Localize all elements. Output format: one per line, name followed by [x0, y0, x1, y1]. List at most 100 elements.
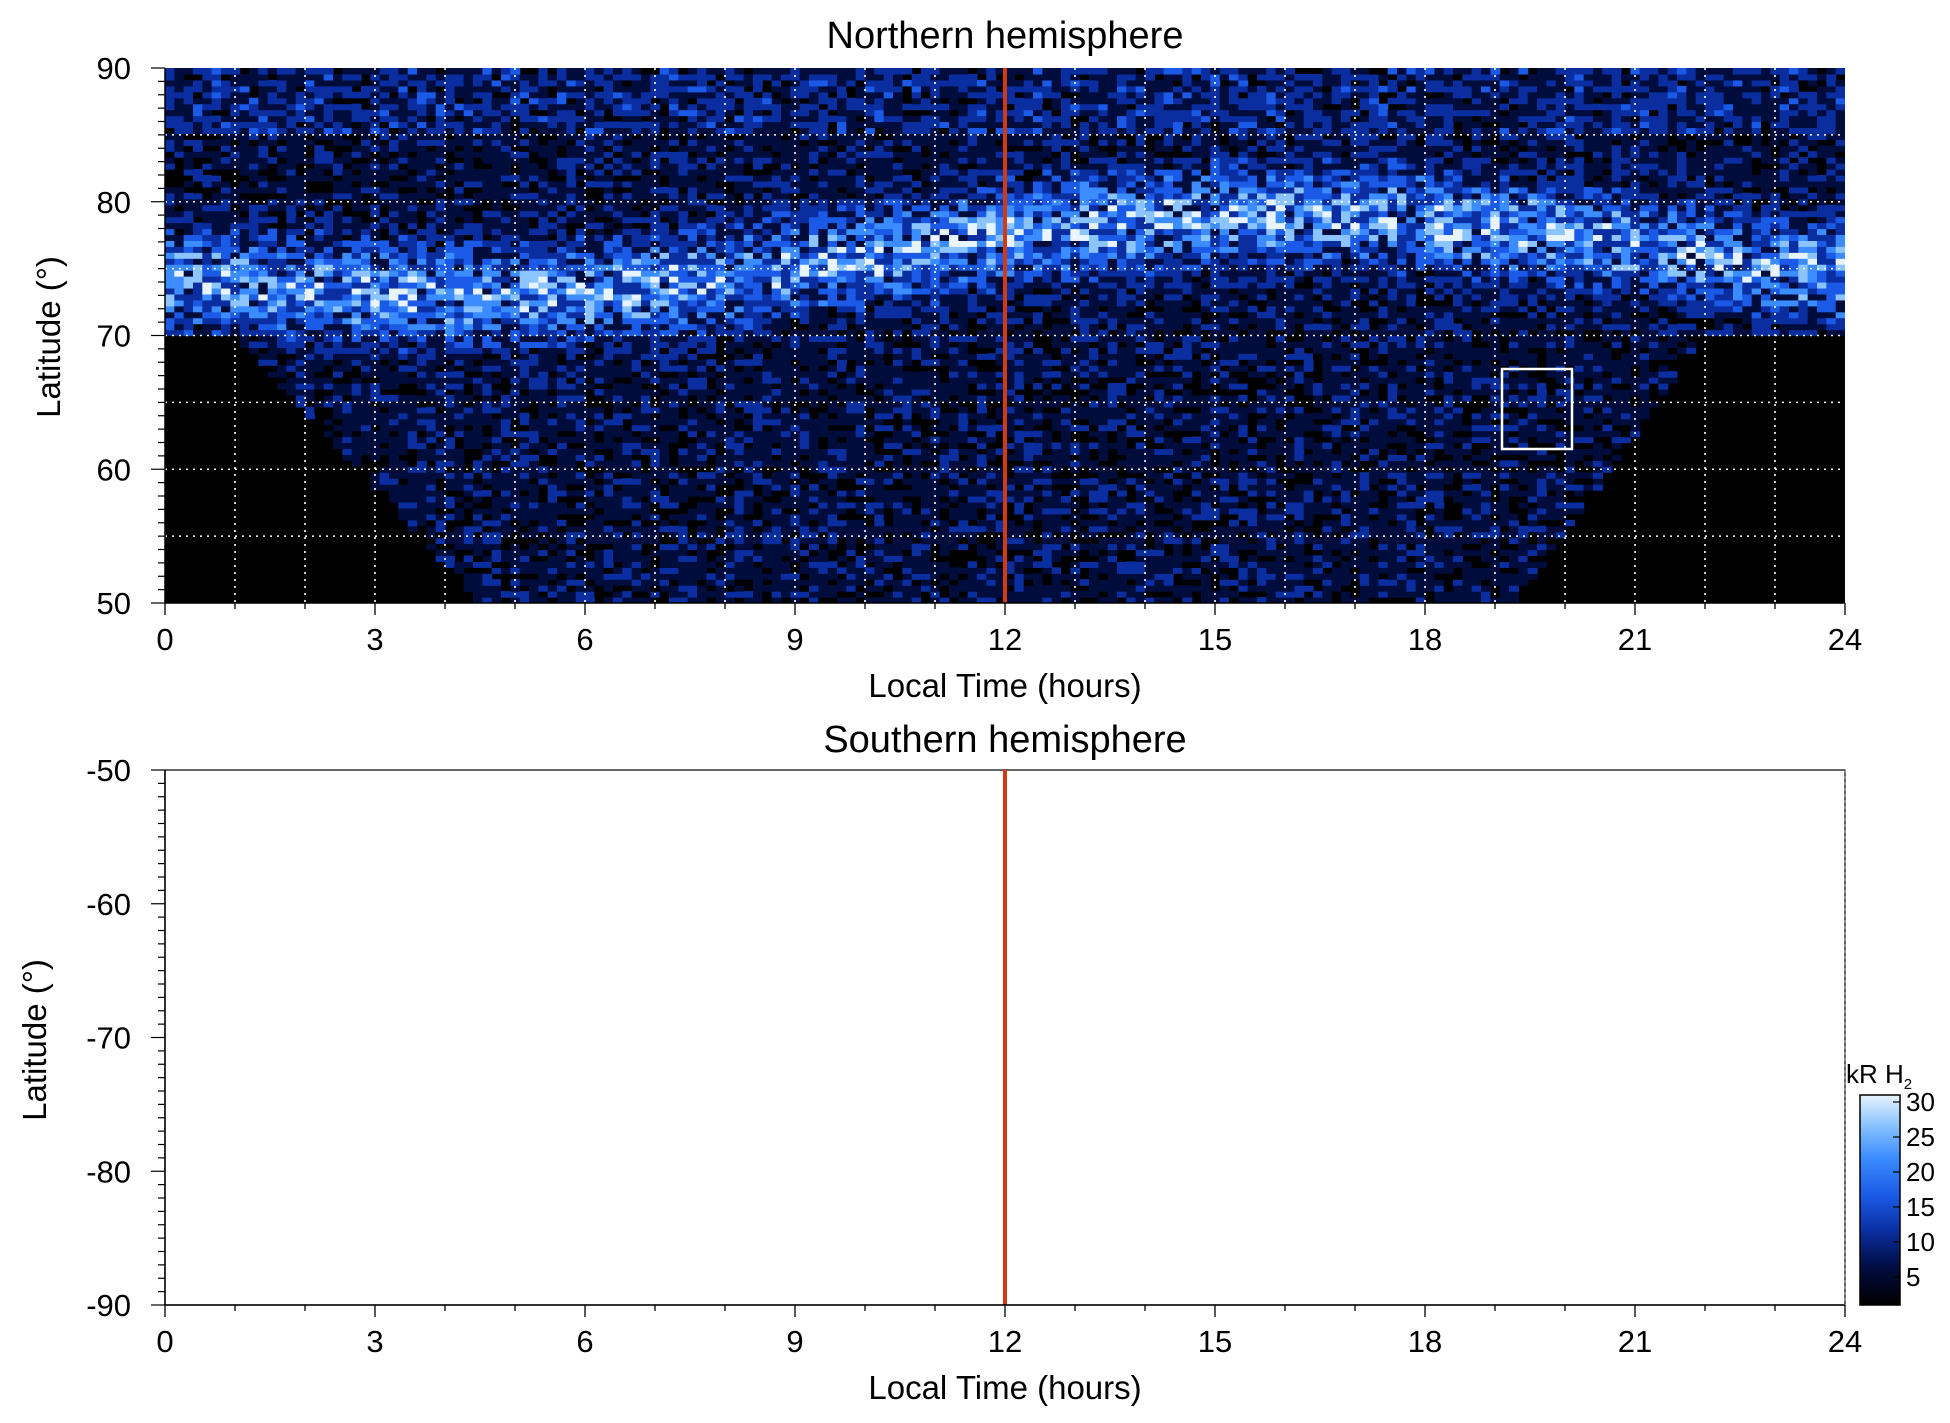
- emission-cell: [277, 317, 287, 325]
- emission-cell: [585, 264, 595, 271]
- emission-cell: [482, 359, 493, 366]
- emission-cell: [799, 519, 810, 527]
- emission-cell: [333, 365, 343, 372]
- emission-cell: [519, 91, 530, 99]
- emission-cell: [827, 430, 838, 438]
- emission-cell: [762, 151, 773, 158]
- emission-cell: [519, 377, 530, 384]
- emission-cell: [734, 222, 745, 230]
- emission-cell: [687, 258, 698, 265]
- emission-cell: [631, 180, 642, 188]
- emission-cell: [557, 287, 567, 295]
- emission-cell: [473, 222, 483, 230]
- emission-cell: [650, 228, 661, 236]
- emission-cell: [725, 424, 735, 432]
- emission-cell: [594, 163, 605, 170]
- emission-cell: [286, 228, 297, 236]
- emission-cell: [323, 305, 334, 313]
- emission-cell: [249, 222, 259, 230]
- emission-cell: [417, 442, 427, 450]
- emission-cell: [370, 252, 381, 259]
- emission-cell: [650, 335, 661, 343]
- emission-cell: [333, 383, 343, 390]
- emission-cell: [725, 448, 735, 455]
- emission-cell: [566, 323, 577, 331]
- emission-cell: [687, 115, 698, 123]
- emission-cell: [818, 210, 829, 218]
- emission-cell: [613, 519, 623, 527]
- emission-cell: [398, 496, 409, 503]
- emission-cell: [753, 258, 763, 265]
- emission-cell: [193, 115, 203, 123]
- emission-cell: [781, 501, 791, 509]
- emission-cell: [426, 252, 437, 259]
- emission-cell: [202, 299, 213, 307]
- emission-cell: [557, 127, 567, 134]
- emission-cell: [230, 210, 241, 218]
- emission-cell: [519, 234, 530, 241]
- emission-cell: [454, 478, 465, 485]
- emission-cell: [743, 293, 754, 301]
- emission-cell: [809, 85, 819, 93]
- emission-cell: [398, 394, 409, 402]
- emission-cell: [585, 210, 595, 218]
- emission-cell: [323, 341, 334, 348]
- emission-cell: [211, 246, 222, 253]
- emission-cell: [781, 418, 791, 426]
- emission-cell: [389, 180, 399, 188]
- emission-cell: [361, 204, 371, 212]
- emission-cell: [753, 73, 763, 81]
- emission-cell: [202, 228, 213, 236]
- emission-cell: [463, 347, 474, 354]
- emission-cell: [631, 109, 642, 117]
- emission-cell: [258, 103, 269, 111]
- emission-cell: [725, 525, 735, 533]
- emission-cell: [202, 68, 213, 75]
- emission-cell: [631, 305, 642, 313]
- emission-cell: [734, 430, 745, 438]
- emission-cell: [641, 258, 651, 265]
- emission-cell: [538, 525, 549, 533]
- emission-cell: [454, 228, 465, 236]
- emission-cell: [557, 121, 567, 129]
- emission-cell: [370, 139, 381, 146]
- emission-cell: [165, 329, 175, 337]
- emission-cell: [165, 258, 175, 265]
- emission-cell: [351, 246, 362, 253]
- emission-cell: [547, 246, 558, 253]
- emission-cell: [613, 501, 623, 509]
- emission-cell: [482, 252, 493, 259]
- emission-cell: [370, 68, 381, 75]
- emission-cell: [818, 394, 829, 402]
- emission-cell: [417, 222, 427, 230]
- emission-cell: [361, 109, 371, 117]
- emission-cell: [407, 323, 418, 331]
- emission-cell: [771, 430, 782, 438]
- emission-cell: [613, 537, 623, 545]
- emission-cell: [398, 484, 409, 491]
- emission-cell: [725, 513, 735, 521]
- emission-cell: [379, 400, 390, 408]
- emission-cell: [417, 389, 427, 396]
- emission-cell: [818, 555, 829, 562]
- emission-cell: [771, 424, 782, 432]
- emission-cell: [641, 490, 651, 497]
- emission-cell: [547, 454, 558, 461]
- emission-cell: [398, 418, 409, 426]
- emission-cell: [585, 400, 595, 408]
- emission-cell: [753, 311, 763, 319]
- emission-cell: [753, 204, 763, 212]
- emission-cell: [678, 252, 689, 259]
- emission-cell: [557, 317, 567, 325]
- emission-cell: [715, 109, 726, 117]
- emission-cell: [202, 222, 213, 230]
- emission-cell: [557, 341, 567, 348]
- emission-cell: [622, 222, 633, 230]
- emission-cell: [687, 383, 698, 390]
- emission-cell: [669, 287, 679, 295]
- emission-cell: [295, 317, 306, 325]
- emission-cell: [790, 299, 801, 307]
- emission-cell: [809, 442, 819, 450]
- emission-cell: [799, 240, 810, 247]
- emission-cell: [267, 234, 278, 241]
